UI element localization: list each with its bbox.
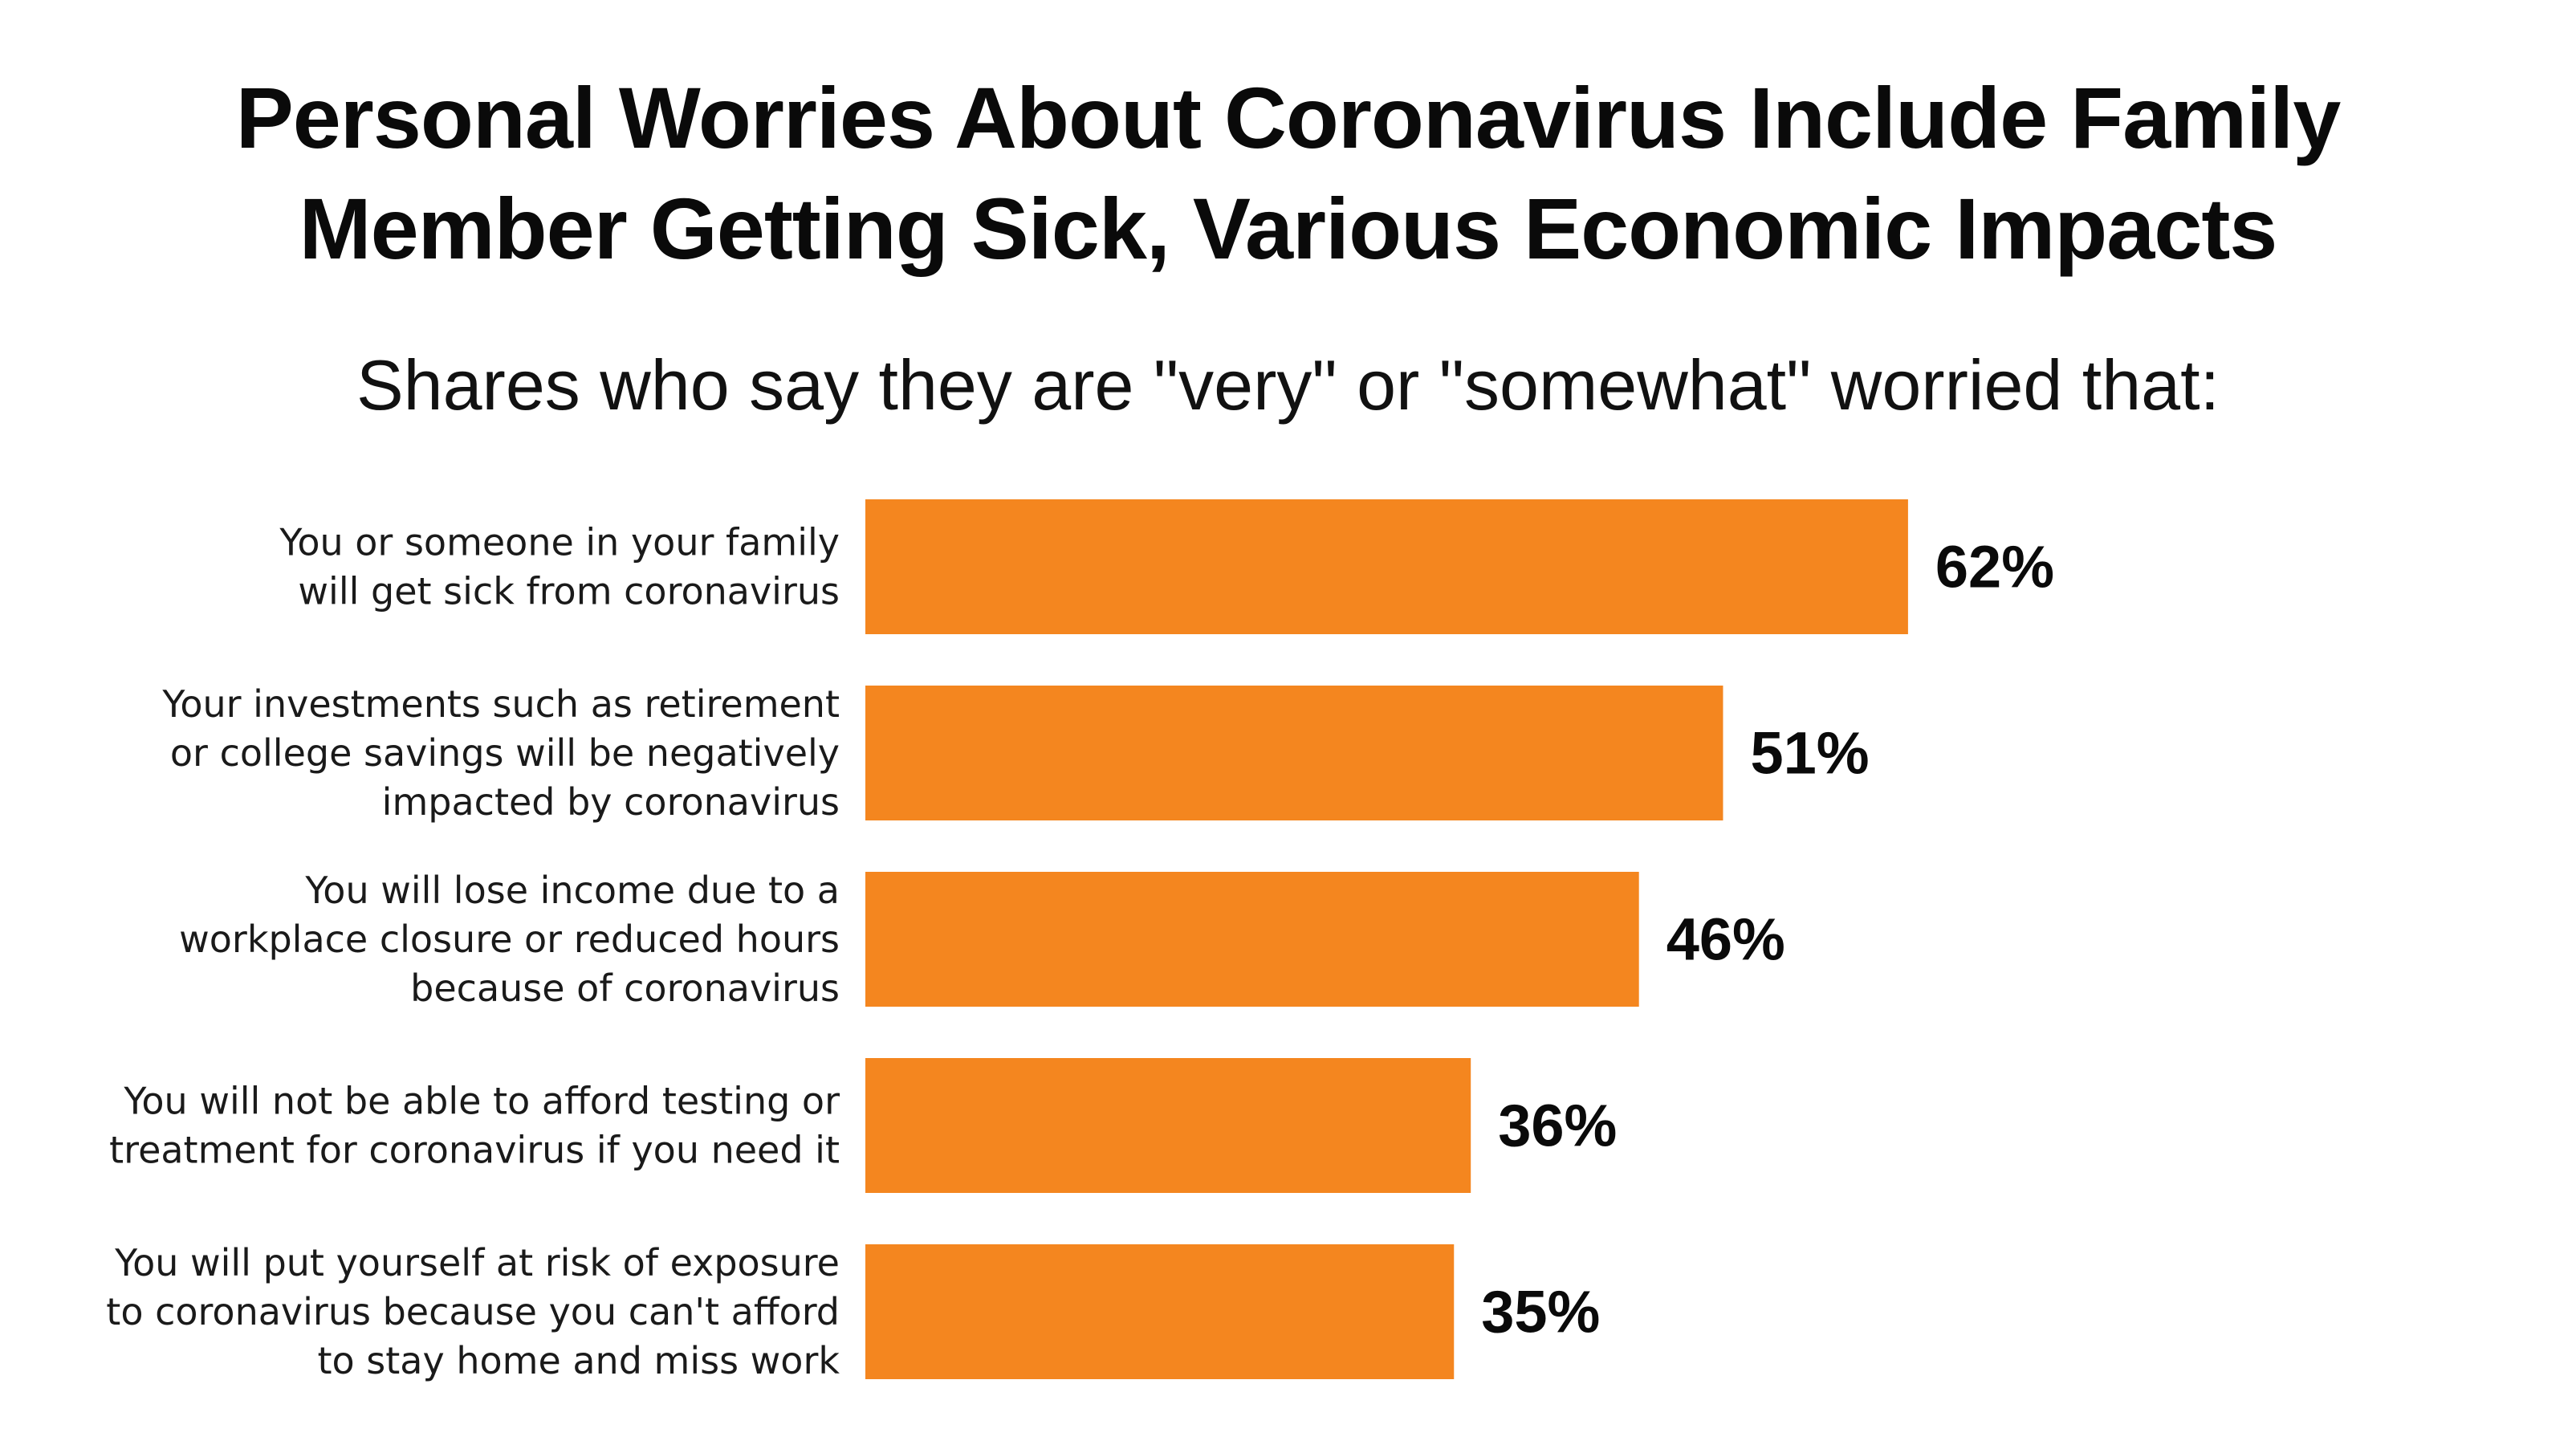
- bar-2: [865, 686, 1723, 820]
- category-label-line: to coronavirus because you can't afford: [106, 1290, 840, 1333]
- category-label-line: or college savings will be negatively: [170, 731, 840, 775]
- chart-subtitle: Shares who say they are "very" or "somew…: [356, 345, 2220, 425]
- bars-layer: 62% You or someone in your family will get…: [106, 499, 2054, 1382]
- category-label-line: Your investments such as retirement: [161, 682, 840, 726]
- chart-title: Personal Worries About Coronavirus Inclu…: [0, 63, 2576, 284]
- value-label-1: 62%: [1935, 534, 2054, 600]
- chart-title-line-2: Member Getting Sick, Various Economic Im…: [299, 180, 2278, 277]
- category-label-2: Your investments such as retirement or co…: [161, 682, 840, 824]
- category-label-line: treatment for coronavirus if you need it: [109, 1129, 840, 1172]
- category-label-line: to stay home and miss work: [318, 1339, 840, 1382]
- category-label-4: You will not be able to afford testing o…: [109, 1080, 840, 1172]
- value-label-3: 46%: [1666, 906, 1785, 973]
- category-label-1: You or someone in your family will get si…: [279, 521, 840, 613]
- category-label-5: You will put yourself at risk of exposur…: [106, 1241, 840, 1382]
- category-label-line: impacted by coronavirus: [382, 780, 840, 824]
- chart-title-line-1: Personal Worries About Coronavirus Inclu…: [235, 69, 2342, 166]
- bar-1: [865, 499, 1908, 634]
- category-label-3: You will lose income due to a workplace c…: [179, 869, 840, 1010]
- category-label-line: You will lose income due to a: [304, 869, 840, 912]
- bar-5: [865, 1244, 1455, 1379]
- category-label-line: workplace closure or reduced hours: [179, 918, 840, 961]
- category-label-line: because of coronavirus: [410, 967, 840, 1010]
- category-label-line: will get sick from coronavirus: [298, 570, 840, 613]
- value-label-4: 36%: [1498, 1093, 1617, 1159]
- value-label-5: 35%: [1481, 1279, 1600, 1345]
- bar-3: [865, 872, 1639, 1007]
- category-label-line: You will put yourself at risk of exposur…: [114, 1241, 840, 1284]
- bar-4: [865, 1058, 1471, 1193]
- value-label-2: 51%: [1750, 720, 1869, 787]
- category-label-line: You or someone in your family: [279, 521, 840, 564]
- category-label-line: You will not be able to afford testing o…: [123, 1080, 840, 1123]
